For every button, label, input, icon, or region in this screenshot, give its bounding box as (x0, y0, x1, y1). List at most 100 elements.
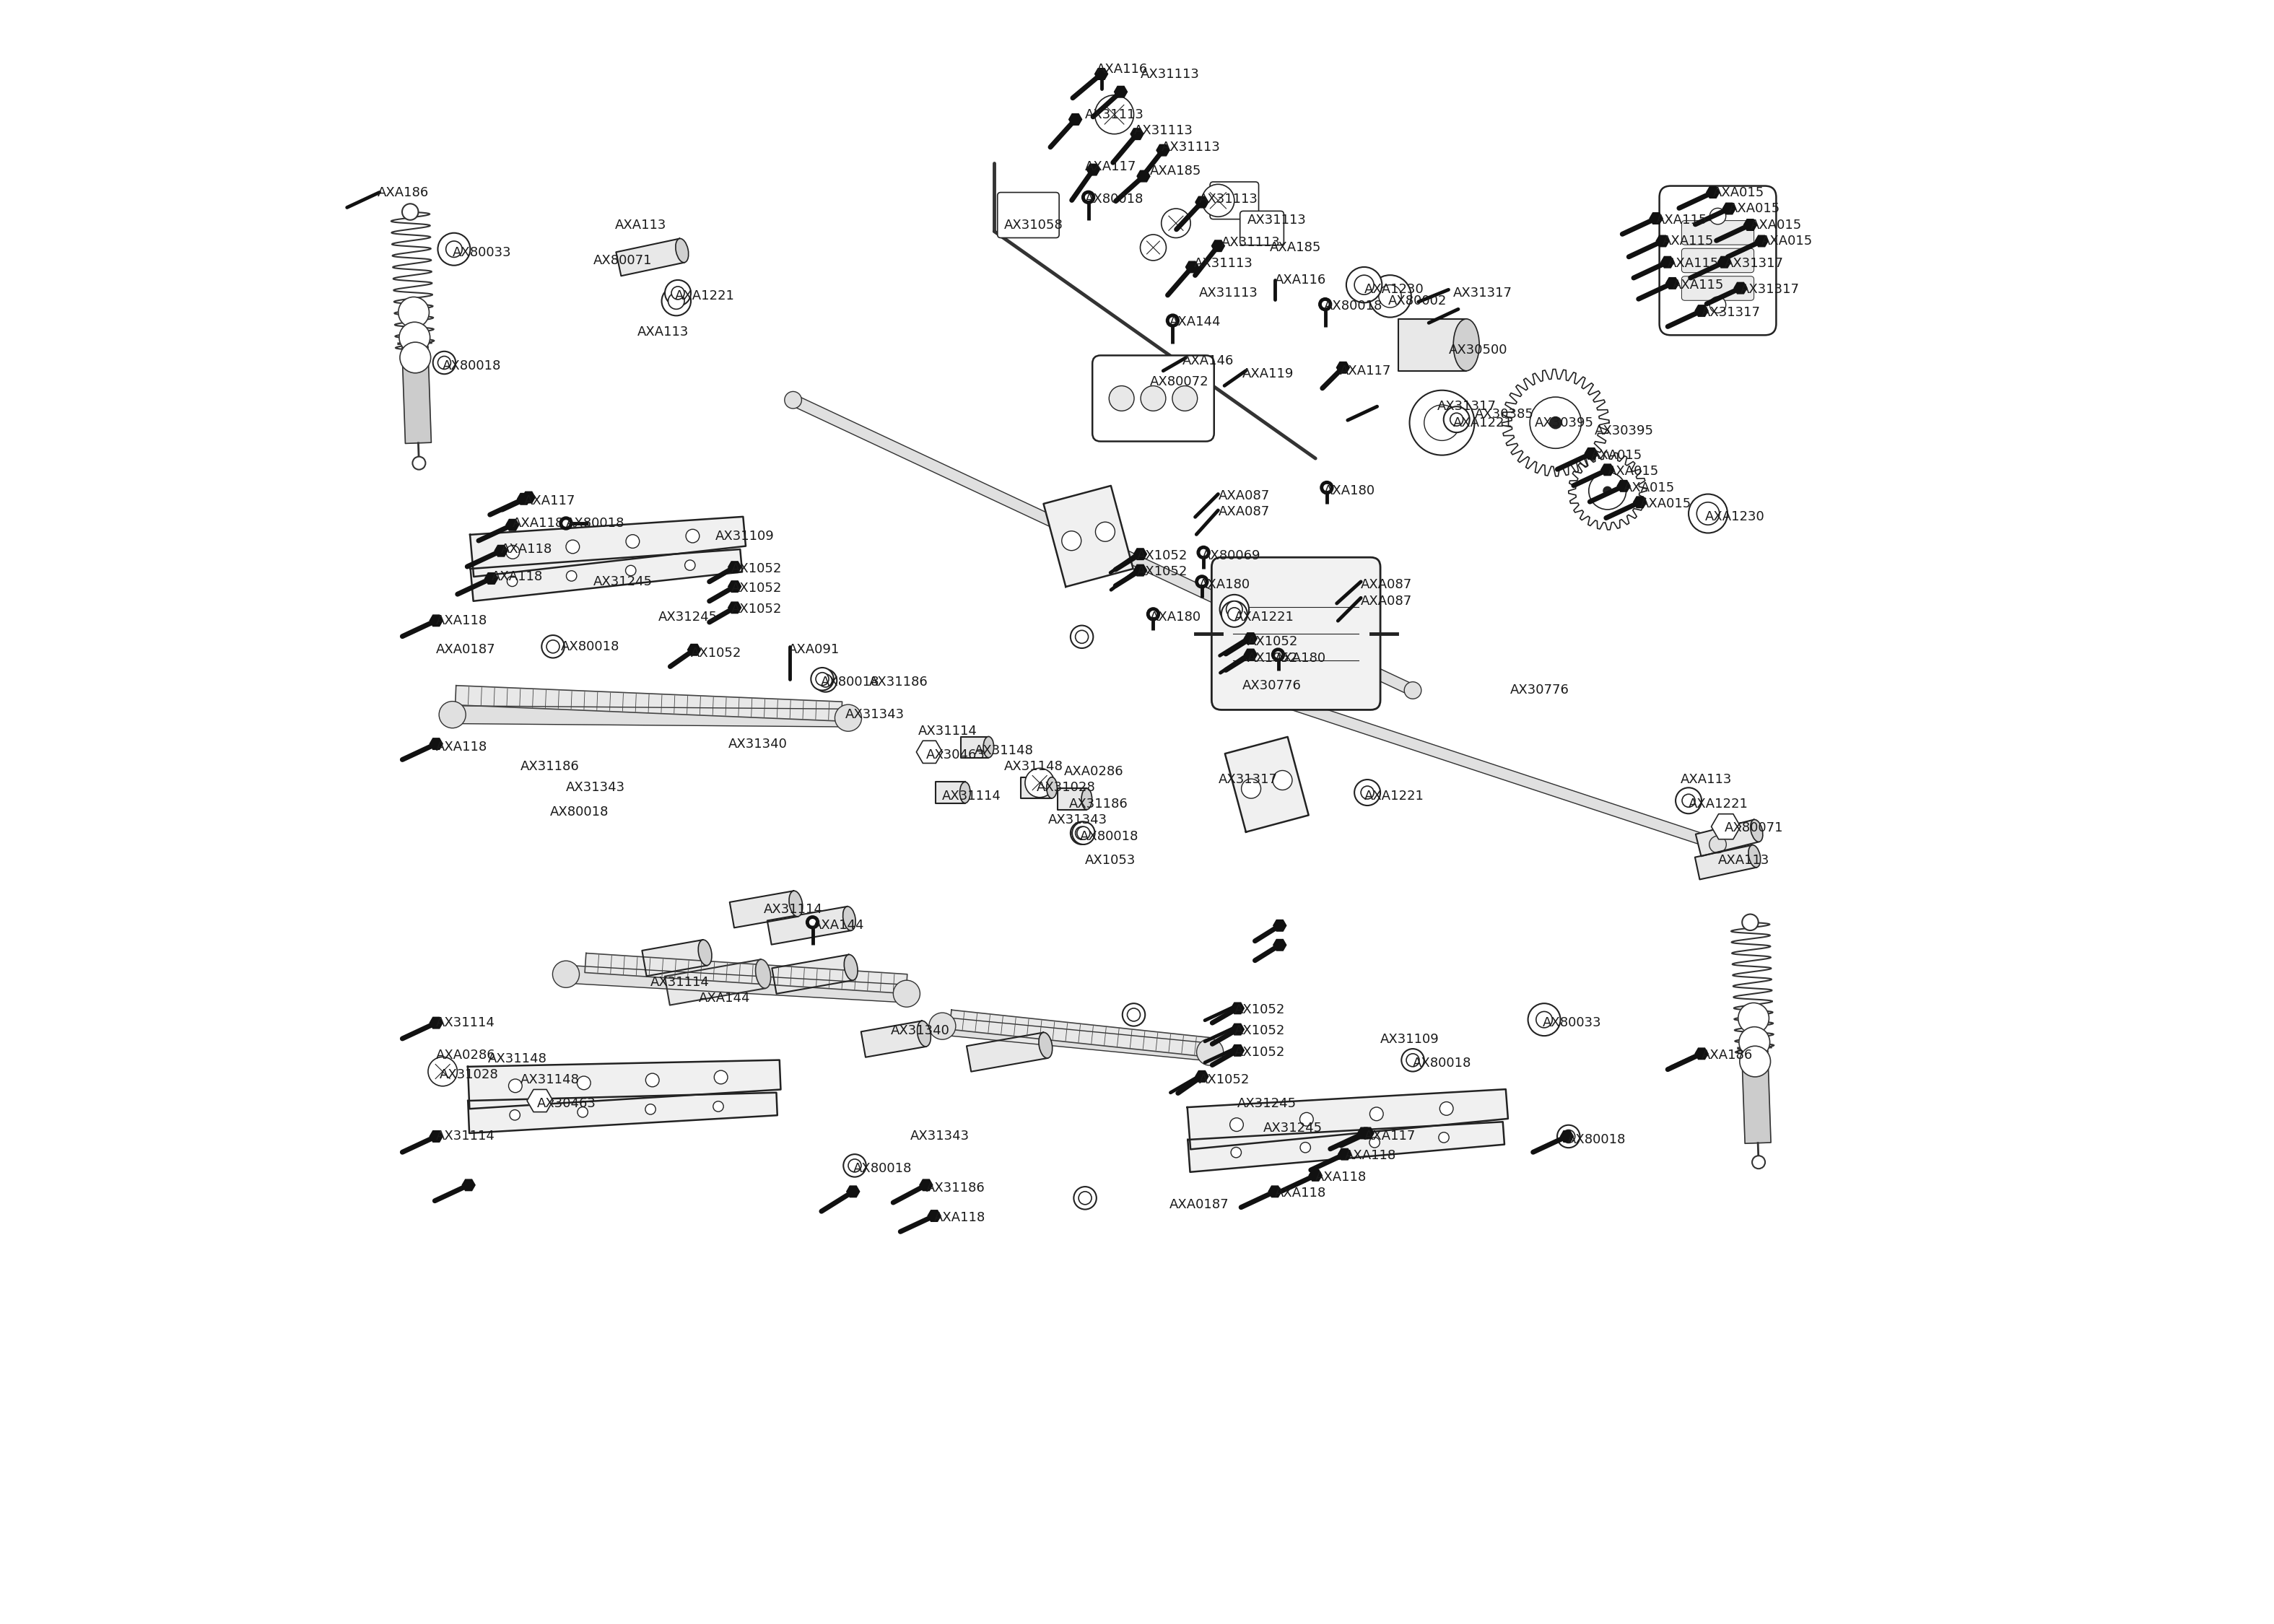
Text: AX1052: AX1052 (1198, 1073, 1248, 1086)
Polygon shape (430, 1017, 443, 1028)
Text: AX31109: AX31109 (716, 529, 773, 542)
Text: AX80018: AX80018 (1085, 192, 1144, 205)
Polygon shape (1273, 919, 1287, 931)
Circle shape (1401, 1049, 1424, 1072)
Circle shape (1439, 1101, 1453, 1116)
Text: AXA0286: AXA0286 (1064, 765, 1123, 778)
Text: AX31317: AX31317 (1437, 400, 1496, 412)
Polygon shape (462, 1179, 475, 1190)
Text: AX30463: AX30463 (926, 749, 985, 762)
Circle shape (439, 356, 450, 369)
Polygon shape (1742, 1051, 1771, 1143)
Circle shape (1535, 1012, 1553, 1028)
Polygon shape (771, 955, 853, 994)
Polygon shape (728, 562, 741, 573)
Circle shape (1085, 195, 1092, 200)
Circle shape (1201, 549, 1207, 555)
Polygon shape (664, 960, 766, 1005)
Text: AX80072: AX80072 (1151, 375, 1210, 388)
Circle shape (1405, 1054, 1419, 1067)
Text: AX31245: AX31245 (1237, 1098, 1296, 1111)
Circle shape (1073, 1187, 1096, 1210)
Polygon shape (430, 739, 443, 750)
Text: AXA113: AXA113 (637, 325, 689, 338)
Polygon shape (1503, 369, 1610, 476)
Circle shape (1273, 770, 1292, 789)
Polygon shape (1706, 187, 1719, 198)
Text: AX80069: AX80069 (1203, 549, 1260, 562)
Text: AX31245: AX31245 (594, 575, 653, 588)
Polygon shape (862, 1021, 926, 1057)
Text: AXA1221: AXA1221 (1364, 789, 1424, 802)
Circle shape (1405, 682, 1421, 698)
Text: AX30463: AX30463 (537, 1098, 596, 1111)
Text: AXA118: AXA118 (1276, 1187, 1326, 1200)
Circle shape (671, 286, 684, 299)
Polygon shape (1185, 261, 1198, 273)
Text: AX1052: AX1052 (732, 562, 782, 575)
Circle shape (848, 1160, 862, 1173)
Circle shape (1444, 406, 1469, 432)
Text: AX30776: AX30776 (1242, 679, 1301, 692)
Polygon shape (928, 1210, 941, 1221)
Text: AXA119: AXA119 (1242, 367, 1294, 380)
Polygon shape (1226, 737, 1308, 831)
Circle shape (1740, 1046, 1771, 1077)
Polygon shape (471, 516, 746, 577)
Polygon shape (1724, 203, 1735, 214)
Circle shape (1369, 1137, 1380, 1148)
Polygon shape (1230, 1023, 1244, 1034)
Polygon shape (916, 741, 941, 763)
Polygon shape (1094, 68, 1107, 80)
Text: AX31148: AX31148 (489, 1052, 548, 1065)
FancyBboxPatch shape (1680, 221, 1753, 245)
Circle shape (1424, 404, 1460, 440)
Polygon shape (962, 737, 989, 758)
Polygon shape (1157, 145, 1169, 156)
Text: AX31114: AX31114 (437, 1017, 496, 1030)
Circle shape (1062, 531, 1080, 551)
Circle shape (1219, 594, 1248, 624)
Circle shape (1590, 473, 1626, 510)
Polygon shape (1230, 1002, 1244, 1013)
Ellipse shape (755, 960, 771, 989)
Text: AX31028: AX31028 (439, 1069, 498, 1082)
Circle shape (1128, 1009, 1139, 1021)
Polygon shape (1649, 213, 1662, 224)
Text: AXA1230: AXA1230 (1364, 283, 1424, 296)
Circle shape (432, 351, 455, 374)
Text: AX80071: AX80071 (594, 253, 653, 266)
Text: AX80018: AX80018 (1567, 1134, 1626, 1147)
Circle shape (684, 560, 696, 570)
Polygon shape (1337, 1148, 1351, 1160)
Circle shape (835, 705, 862, 731)
Text: AXA118: AXA118 (437, 614, 487, 627)
Text: AXA091: AXA091 (789, 643, 839, 656)
Text: AXA180: AXA180 (1198, 578, 1251, 591)
Circle shape (398, 297, 430, 328)
Text: AX31317: AX31317 (1740, 283, 1799, 296)
Circle shape (1169, 318, 1176, 323)
Text: AXA185: AXA185 (1151, 164, 1201, 177)
Circle shape (1071, 625, 1094, 648)
Text: AX80018: AX80018 (566, 516, 625, 529)
Polygon shape (1360, 1127, 1373, 1138)
Circle shape (1558, 1125, 1580, 1148)
Polygon shape (1712, 814, 1740, 840)
Circle shape (1378, 284, 1401, 307)
Circle shape (1230, 1147, 1242, 1158)
Text: AX31028: AX31028 (1037, 781, 1096, 794)
Circle shape (714, 1101, 723, 1111)
Circle shape (1360, 786, 1373, 799)
Circle shape (812, 667, 835, 690)
Text: AXA144: AXA144 (698, 992, 750, 1005)
Text: AXA117: AXA117 (1085, 159, 1137, 172)
Circle shape (1110, 387, 1135, 411)
Polygon shape (484, 573, 498, 585)
Circle shape (578, 1077, 591, 1090)
Text: AX80018: AX80018 (821, 676, 880, 689)
Circle shape (844, 1155, 866, 1177)
Circle shape (1323, 484, 1330, 490)
Text: AX1053: AX1053 (1085, 854, 1137, 867)
Text: AXA0187: AXA0187 (437, 643, 496, 656)
